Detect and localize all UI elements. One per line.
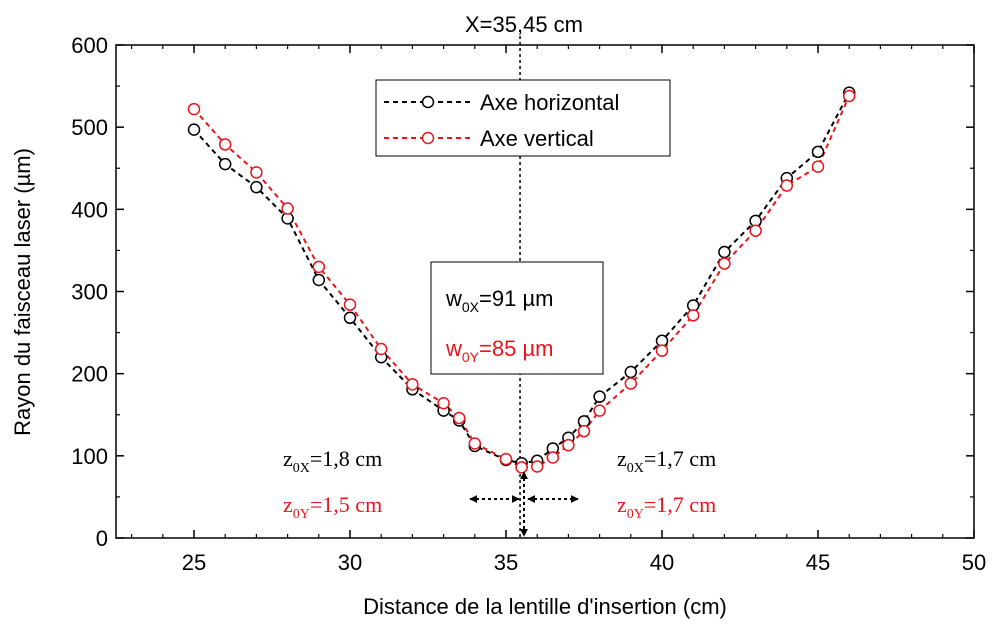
data-point-vertical	[515, 461, 528, 474]
data-point-vertical	[686, 309, 700, 322]
data-point-vertical	[437, 396, 450, 410]
w0y-sub: 0Y	[462, 349, 480, 365]
z0x-right-rest: =1,7 cm	[644, 446, 716, 471]
data-point-vertical	[281, 202, 294, 215]
z0y-left-sub: 0Y	[293, 507, 310, 522]
chart-title: X=35,45 cm	[465, 12, 583, 37]
x-tick-label: 50	[962, 550, 986, 575]
legend-marker-vertical	[421, 131, 435, 145]
x-tick-label: 45	[806, 550, 830, 575]
w0y-rest: =85 µm	[479, 336, 553, 361]
data-point-horizontal	[593, 390, 606, 403]
legend-marker-horizontal	[421, 95, 435, 109]
z0x-left-rest: =1,8 cm	[310, 446, 382, 471]
y-tick-label: 600	[71, 33, 108, 58]
data-point-vertical	[499, 452, 513, 466]
z0y-left-base: z	[283, 492, 293, 517]
w0y-label: w0Y=85 µm	[445, 336, 553, 365]
legend-label-horizontal: Axe horizontal	[480, 90, 619, 115]
w0x-rest: =91 µm	[479, 286, 553, 311]
data-point-vertical	[842, 89, 856, 103]
data-point-vertical	[374, 342, 388, 356]
data-point-vertical	[546, 451, 560, 464]
data-point-vertical	[577, 424, 591, 438]
data-point-vertical	[593, 404, 606, 417]
data-point-vertical	[452, 411, 466, 425]
data-point-vertical	[562, 438, 575, 452]
data-point-horizontal	[624, 365, 638, 379]
legend: Axe horizontal Axe vertical	[375, 79, 671, 157]
y-tick-label: 400	[71, 197, 108, 222]
z0x-left-label: z0X=1,8 cm	[283, 446, 382, 476]
x-axis-title: Distance de la lentille d'insertion (cm)	[363, 594, 727, 619]
z0y-right-rest: =1,7 cm	[644, 492, 716, 517]
rayleigh-arrows	[469, 471, 579, 537]
x-tick-label: 40	[650, 550, 674, 575]
data-point-vertical	[624, 377, 638, 390]
data-point-vertical	[250, 166, 263, 179]
data-point-vertical	[780, 179, 794, 192]
data-point-horizontal	[250, 180, 263, 194]
w0x-label: w0X=91 µm	[445, 286, 553, 315]
axis-ticks	[116, 44, 975, 539]
z0x-right-sub: 0X	[627, 461, 644, 476]
w0y-base: w	[445, 336, 462, 361]
waist-annotation: w0X=91 µm w0Y=85 µm	[430, 261, 604, 375]
z0x-left-sub: 0X	[293, 461, 310, 476]
data-point-vertical	[312, 260, 326, 274]
y-tick-label: 300	[71, 280, 108, 305]
data-point-vertical	[530, 460, 544, 473]
data-point-vertical	[343, 298, 357, 311]
series-line-vertical	[193, 95, 851, 469]
y-tick-label: 100	[71, 444, 108, 469]
data-point-horizontal	[187, 123, 201, 136]
data-point-horizontal	[811, 145, 825, 159]
waist-annotation-box	[430, 261, 604, 375]
data-point-horizontal	[718, 245, 731, 259]
x-tick-label: 25	[182, 550, 206, 575]
z0y-right-sub: 0Y	[627, 507, 644, 522]
z0y-right-label: z0Y=1,7 cm	[617, 492, 716, 522]
y-tick-label: 500	[71, 115, 108, 140]
y-axis-title: Rayon du faisceau laser (µm)	[10, 148, 35, 436]
z0y-left-rest: =1,5 cm	[310, 492, 382, 517]
data-point-vertical	[218, 138, 232, 151]
data-point-vertical	[187, 102, 201, 116]
series-layer	[187, 86, 856, 474]
z0x-left-base: z	[283, 446, 293, 471]
data-point-vertical	[468, 437, 482, 450]
data-point-vertical	[811, 160, 825, 173]
z0y-right-base: z	[617, 492, 627, 517]
data-point-horizontal	[312, 273, 326, 287]
data-point-vertical	[749, 224, 762, 237]
legend-label-vertical: Axe vertical	[480, 126, 594, 151]
data-point-vertical	[406, 378, 419, 391]
data-point-horizontal	[343, 311, 357, 325]
y-tick-label: 0	[96, 526, 108, 551]
w0x-base: w	[445, 286, 462, 311]
z0x-right-label: z0X=1,7 cm	[617, 446, 716, 476]
w0x-sub: 0X	[462, 299, 480, 315]
z0x-right-base: z	[617, 446, 627, 471]
data-point-horizontal	[218, 157, 232, 171]
z0y-left-label: z0Y=1,5 cm	[283, 492, 382, 522]
x-tick-label: 30	[338, 550, 362, 575]
y-tick-label: 200	[71, 362, 108, 387]
data-point-vertical	[655, 344, 669, 357]
x-tick-label: 35	[494, 550, 518, 575]
data-point-vertical	[718, 257, 731, 270]
